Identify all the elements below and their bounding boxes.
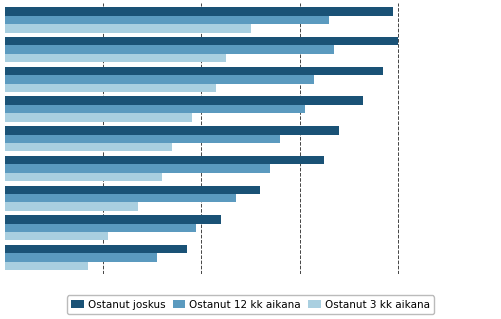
Bar: [5, 67, 383, 75]
Bar: [5, 7, 393, 16]
Bar: [5, 156, 324, 164]
Bar: [5, 135, 280, 143]
Bar: [5, 126, 339, 135]
Bar: [5, 194, 236, 202]
Bar: [5, 75, 314, 84]
Bar: [5, 232, 108, 241]
Bar: [5, 24, 250, 33]
Bar: [5, 37, 398, 46]
Bar: [5, 84, 216, 92]
Bar: [5, 164, 270, 173]
Bar: [5, 173, 162, 181]
Bar: [5, 224, 196, 232]
Bar: [5, 215, 221, 224]
Bar: [5, 202, 138, 211]
Bar: [5, 16, 329, 24]
Bar: [5, 96, 363, 105]
Bar: [5, 262, 89, 270]
Bar: [5, 105, 305, 113]
Bar: [5, 46, 334, 54]
Bar: [5, 143, 172, 151]
Bar: [5, 253, 157, 262]
Bar: [5, 113, 191, 122]
Legend: Ostanut joskus, Ostanut 12 kk aikana, Ostanut 3 kk aikana: Ostanut joskus, Ostanut 12 kk aikana, Os…: [67, 295, 434, 314]
Bar: [5, 245, 187, 253]
Bar: [5, 186, 261, 194]
Bar: [5, 54, 226, 62]
